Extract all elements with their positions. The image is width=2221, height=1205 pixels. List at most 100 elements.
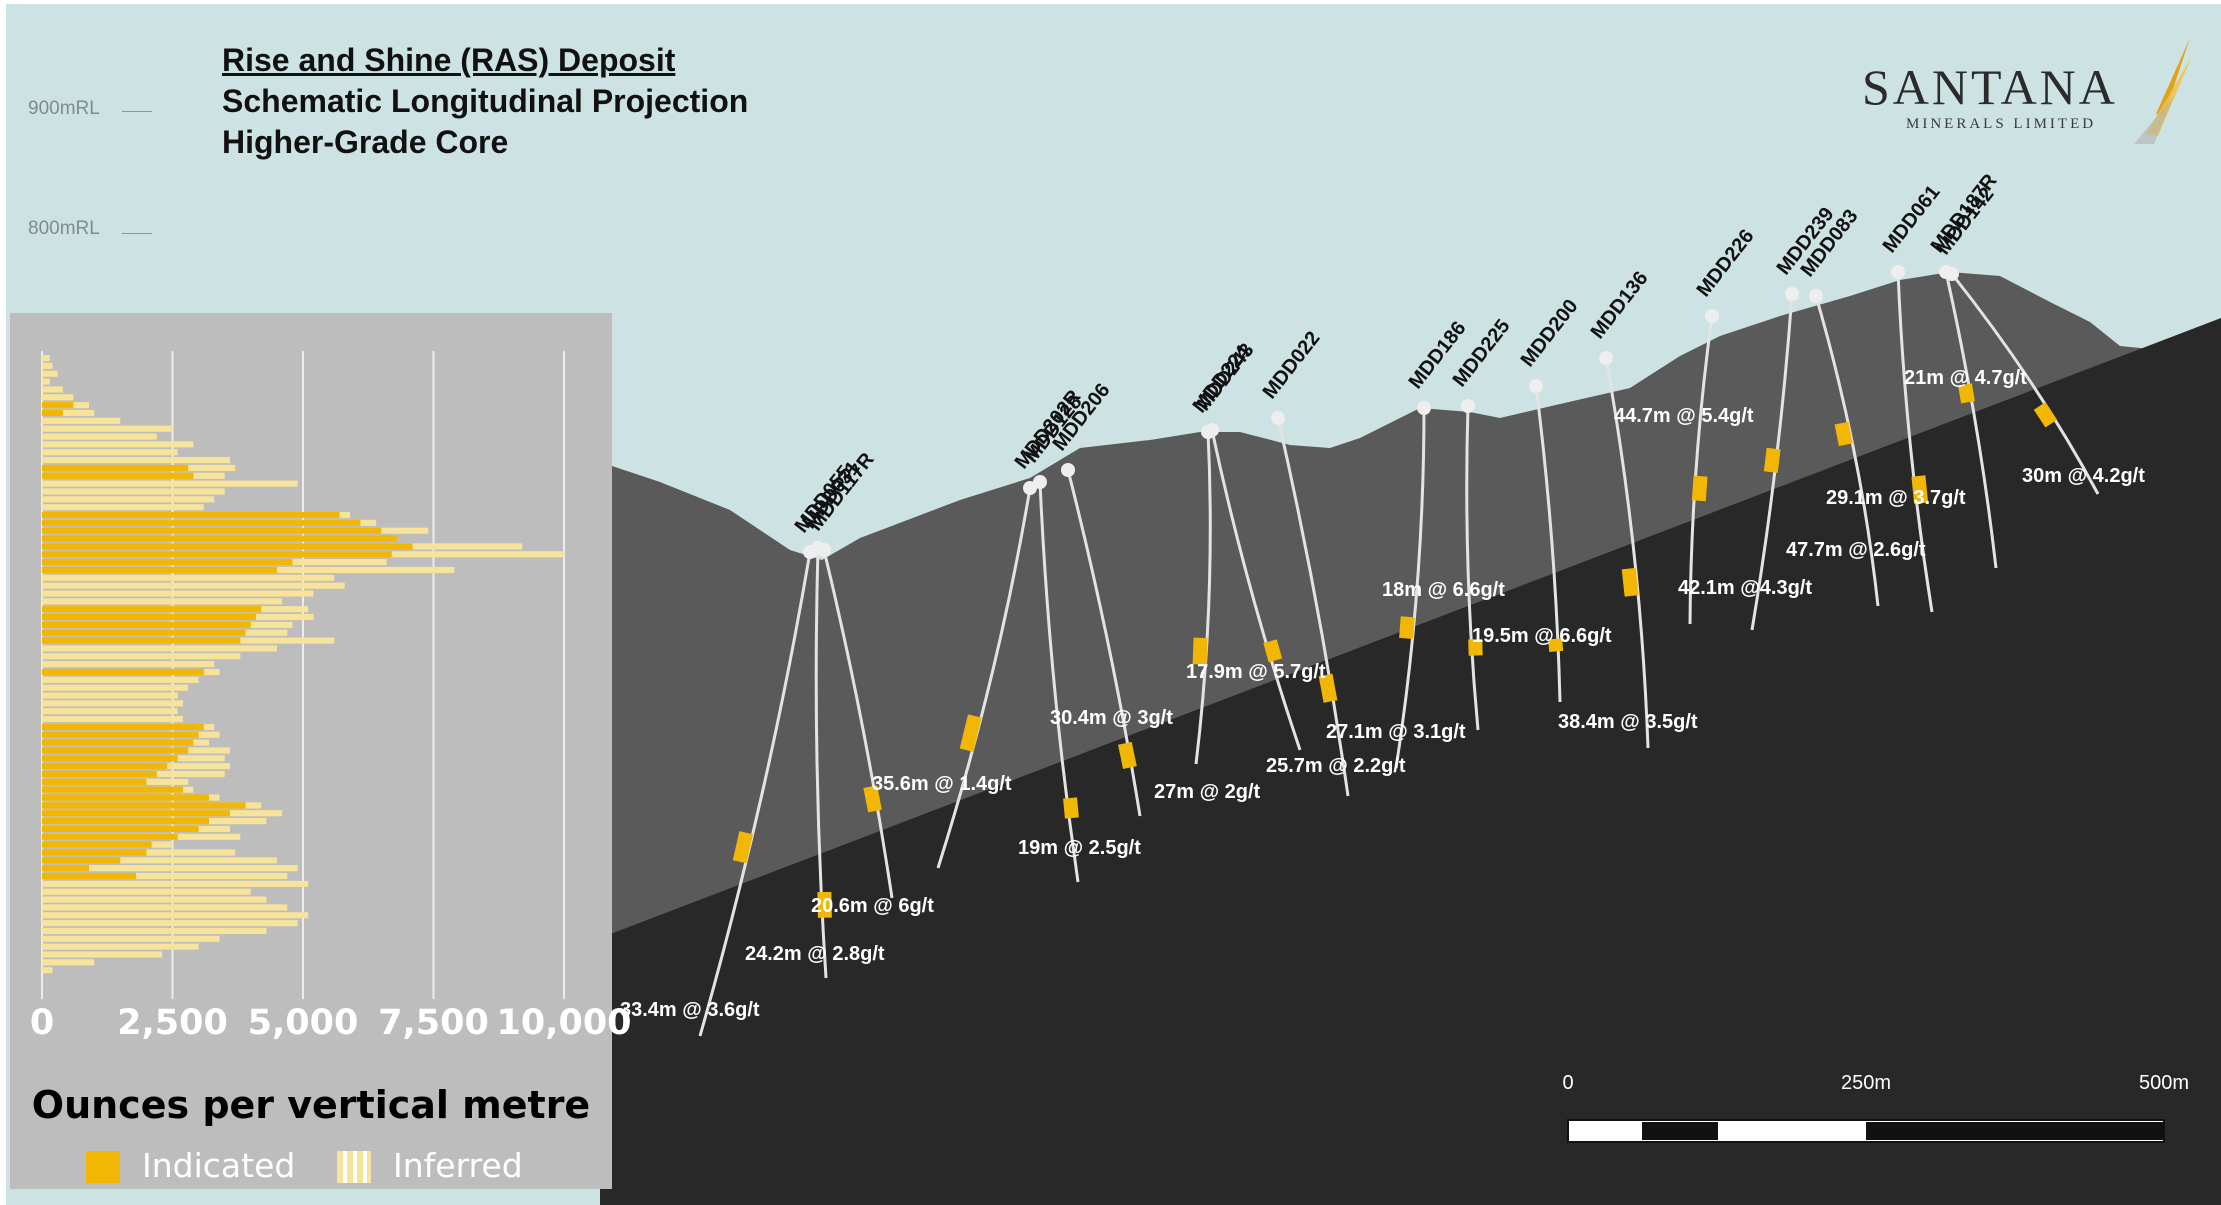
- intercept-segment: [959, 714, 982, 752]
- collar-marker: [1891, 265, 1905, 279]
- figure-subtitle: Schematic Longitudinal Projection: [222, 83, 749, 119]
- indicated-bar: [42, 818, 210, 825]
- ounces-chart-panel: 0 2,500 5,000 7,500 10,000 Ounces per vertic…: [10, 313, 632, 1189]
- rl-tick: [122, 111, 152, 112]
- inferred-bar: [42, 598, 283, 605]
- ounces-chart: [41, 351, 565, 999]
- santana-logo: SANTANA MINERALS LIMITED: [1862, 38, 2192, 148]
- inferred-bar: [42, 590, 314, 597]
- inferred-bar: [42, 386, 63, 393]
- collar-marker: [1529, 379, 1543, 393]
- drillhole-trace: [1276, 417, 1350, 797]
- inferred-bar: [42, 896, 267, 903]
- inferred-bar: [42, 865, 298, 872]
- intercept-segment: [1118, 741, 1137, 769]
- indicated-bar: [42, 551, 392, 558]
- intercept-label: 33.4m @ 3.6g/t: [620, 999, 760, 1021]
- indicated-bar: [42, 402, 74, 409]
- intercept-label: 19m @ 2.5g/t: [1018, 837, 1141, 859]
- indicated-bar: [42, 739, 194, 746]
- indicated-bar: [42, 606, 262, 613]
- indicated-bar: [42, 613, 257, 621]
- intercept-segment: [1834, 421, 1853, 447]
- inferred-bar: [42, 676, 199, 683]
- collar-marker: [1945, 267, 1959, 281]
- inferred-bar: [42, 653, 241, 660]
- intercept-segment: [1691, 475, 1708, 502]
- indicated-bar: [42, 755, 178, 762]
- drillhole-trace: [1394, 407, 1426, 769]
- inferred-bar: [42, 417, 121, 424]
- inferred-bar: [42, 880, 309, 887]
- indicated-bar: [42, 519, 361, 526]
- legend-label-indicated: Indicated: [142, 1146, 296, 1185]
- drillhole-trace: [1896, 271, 1934, 613]
- intercept-segment: [1548, 638, 1564, 652]
- indicated-bar: [42, 629, 246, 636]
- drillhole-trace: [814, 547, 828, 979]
- inferred-bar: [42, 912, 309, 919]
- logo-subtitle: MINERALS LIMITED: [1906, 116, 2097, 132]
- intercept-label: 18m @ 6.6g/t: [1382, 579, 1505, 601]
- intercept-label: 27m @ 2g/t: [1154, 781, 1261, 803]
- indicated-bar: [42, 857, 121, 864]
- intercept-label: 38.4m @ 3.5g/t: [1558, 711, 1698, 733]
- indicated-bar: [42, 668, 204, 676]
- inferred-bar: [42, 708, 178, 715]
- intercept-label: 44.7m @ 5.4g/t: [1614, 405, 1754, 427]
- intercept-segment: [1958, 383, 1975, 404]
- rl-label-800: 800mRL: [28, 218, 100, 239]
- legend-swatch-inferred: [337, 1151, 371, 1183]
- drillhole-trace: [1066, 469, 1142, 817]
- intercept-label: 25.7m @ 2.2g/t: [1266, 755, 1406, 777]
- inferred-bar: [42, 645, 277, 652]
- collar-marker: [1599, 351, 1613, 365]
- collar-marker: [1205, 423, 1219, 437]
- intercept-segment: [732, 831, 754, 864]
- indicated-bar: [42, 559, 293, 566]
- collar-marker: [1061, 463, 1075, 477]
- intercept-segment: [1911, 475, 1929, 504]
- intercept-label: 35.6m @ 1.4g/t: [872, 773, 1012, 795]
- collar-marker: [1417, 401, 1431, 415]
- indicated-bar: [42, 865, 89, 872]
- inferred-bar: [42, 661, 215, 668]
- indicated-bar: [42, 409, 63, 417]
- intercept-label: 21m @ 4.7g/t: [1904, 367, 2027, 389]
- indicated-bar: [42, 778, 147, 785]
- drillhole-trace: [822, 549, 894, 899]
- inferred-bar: [42, 684, 189, 691]
- collar-marker: [1271, 411, 1285, 425]
- inferred-bar: [42, 967, 53, 974]
- indicated-bar: [42, 543, 413, 550]
- intercept-segment: [1621, 567, 1639, 597]
- inferred-bar: [42, 488, 225, 495]
- figure-subtitle-2: Higher-Grade Core: [222, 124, 509, 160]
- collar-marker: [1809, 289, 1823, 303]
- rl-tick: [122, 233, 152, 234]
- indicated-bar: [42, 810, 230, 817]
- scale-label-250: 250m: [1841, 1072, 1891, 1094]
- inferred-bar: [42, 935, 220, 942]
- intercept-label: 24.2m @ 2.8g/t: [745, 943, 885, 965]
- indicated-bar: [42, 841, 152, 848]
- inferred-bar: [42, 872, 288, 880]
- indicated-bar: [42, 802, 246, 809]
- intercept-segment: [1399, 616, 1415, 639]
- inferred-bar: [42, 716, 183, 723]
- inferred-bar: [42, 496, 215, 503]
- intercept-label: 17.9m @ 5.7g/t: [1186, 661, 1326, 683]
- scale-label-0: 0: [1562, 1072, 1573, 1094]
- indicated-bar: [42, 464, 189, 471]
- indicated-bar: [42, 825, 199, 833]
- intercept-segment: [1192, 637, 1208, 665]
- inferred-bar: [42, 904, 288, 911]
- intercept-labels: 33.4m @ 3.6g/t 24.2m @ 2.8g/t 20.6m @ 6g/t…: [620, 367, 2145, 1021]
- drillhole-trace: [1604, 357, 1650, 749]
- drillhole-trace: [1814, 295, 1880, 607]
- logo-name: SANTANA: [1862, 59, 2118, 115]
- collar-marker: [1705, 309, 1719, 323]
- indicated-bar: [42, 637, 241, 644]
